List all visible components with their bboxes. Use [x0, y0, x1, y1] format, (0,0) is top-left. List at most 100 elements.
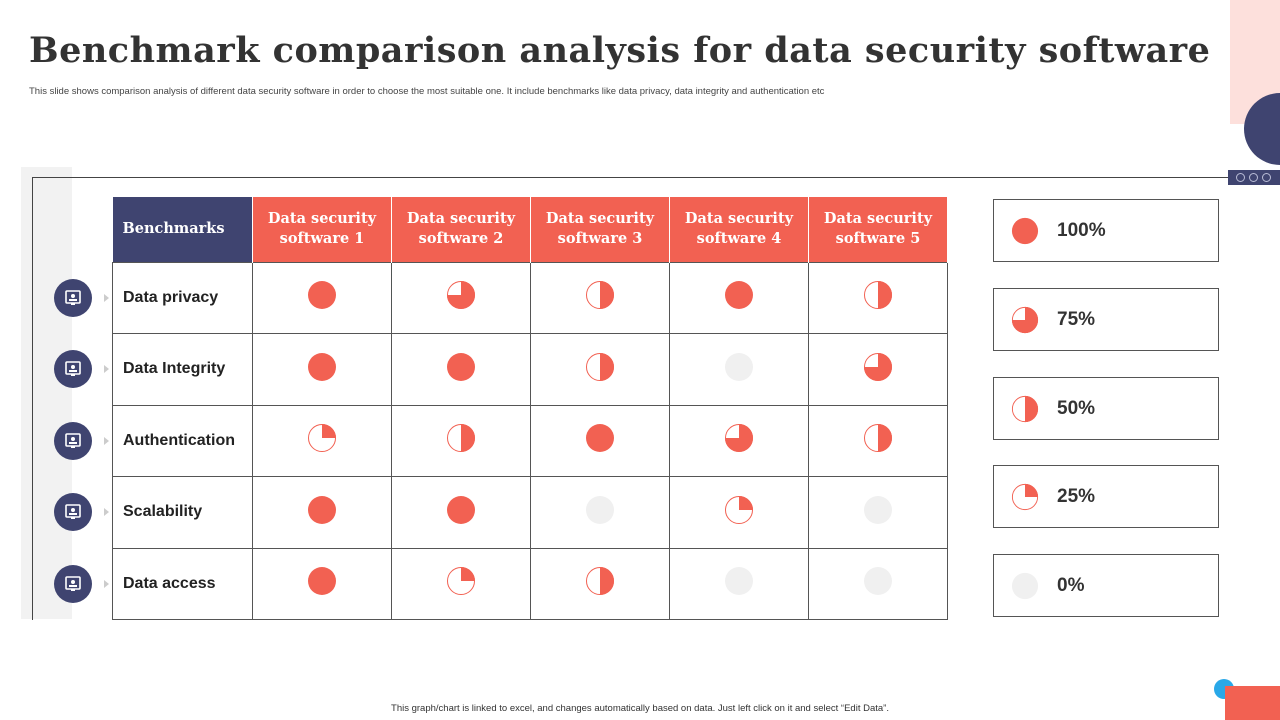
chevron-right-icon — [104, 365, 109, 373]
header-software-5: Data security software 5 — [808, 197, 948, 262]
rating-cell — [391, 333, 531, 406]
decor-red-block — [1225, 686, 1280, 720]
table-row: Data Integrity — [112, 333, 948, 406]
rating-cell — [252, 333, 392, 406]
page-subtitle: This slide shows comparison analysis of … — [29, 86, 825, 97]
rating-cell — [808, 476, 948, 549]
harvey-ball-icon — [307, 566, 337, 596]
rating-cell — [391, 404, 531, 477]
chevron-right-icon — [104, 437, 109, 445]
decor-dots-strip — [1228, 170, 1280, 185]
rating-cell — [669, 476, 809, 549]
table-row: Data access — [112, 547, 948, 620]
rating-cell — [252, 476, 392, 549]
rating-cell — [530, 404, 670, 477]
harvey-ball-icon — [446, 423, 476, 453]
harvey-ball-icon — [1011, 572, 1039, 600]
header-benchmarks: Benchmarks — [112, 197, 253, 262]
monitor-user-icon — [54, 565, 92, 603]
chevron-right-icon — [104, 294, 109, 302]
legend-item: 0% — [993, 554, 1219, 617]
legend-item: 50% — [993, 377, 1219, 440]
benchmark-table: Benchmarks Data security software 1 Data… — [112, 197, 948, 620]
rating-cell — [530, 476, 670, 549]
harvey-ball-icon — [585, 352, 615, 382]
rating-cell — [669, 333, 809, 406]
harvey-ball-icon — [446, 566, 476, 596]
rating-cell — [391, 476, 531, 549]
table-row: Data privacy — [112, 261, 948, 334]
table-row: Scalability — [112, 476, 948, 549]
harvey-ball-icon — [863, 352, 893, 382]
benchmark-label: Data Integrity — [112, 333, 253, 406]
benchmark-label: Data privacy — [112, 261, 253, 334]
rating-cell — [808, 404, 948, 477]
legend-item: 25% — [993, 465, 1219, 528]
header-software-4: Data security software 4 — [669, 197, 809, 262]
rating-cell — [252, 547, 392, 620]
harvey-ball-icon — [307, 495, 337, 525]
legend-label: 100% — [1057, 219, 1106, 241]
harvey-ball-icon — [1011, 483, 1039, 511]
page-title: Benchmark comparison analysis for data s… — [29, 30, 1211, 71]
harvey-ball-icon — [446, 352, 476, 382]
harvey-ball-icon — [585, 423, 615, 453]
harvey-ball-icon — [446, 280, 476, 310]
benchmark-label: Data access — [112, 547, 253, 620]
server-lock-icon — [54, 350, 92, 388]
decor-gray-band — [21, 167, 72, 619]
rating-cell — [808, 261, 948, 334]
harvey-ball-icon — [585, 495, 615, 525]
table-row: Authentication — [112, 404, 948, 477]
rating-cell — [530, 547, 670, 620]
rating-cell — [252, 261, 392, 334]
rating-cell — [530, 261, 670, 334]
rating-cell — [669, 547, 809, 620]
presentation-analytics-icon — [54, 279, 92, 317]
id-badge-phone-icon — [54, 422, 92, 460]
rating-cell — [391, 547, 531, 620]
legend-label: 50% — [1057, 397, 1096, 419]
harvey-ball-icon — [1011, 306, 1039, 334]
chevron-right-icon — [104, 580, 109, 588]
header-software-2: Data security software 2 — [391, 197, 531, 262]
harvey-ball-icon — [724, 495, 754, 525]
harvey-ball-icon — [724, 280, 754, 310]
rating-cell — [808, 333, 948, 406]
harvey-ball-icon — [724, 423, 754, 453]
benchmark-label: Scalability — [112, 476, 253, 549]
harvey-ball-icon — [863, 423, 893, 453]
divider — [32, 178, 33, 620]
rating-cell — [808, 547, 948, 620]
harvey-ball-icon — [307, 352, 337, 382]
harvey-ball-icon — [1011, 395, 1039, 423]
rating-cell — [252, 404, 392, 477]
cube-expand-icon — [54, 493, 92, 531]
harvey-ball-icon — [585, 566, 615, 596]
header-software-3: Data security software 3 — [530, 197, 670, 262]
rating-cell — [669, 261, 809, 334]
legend-label: 25% — [1057, 485, 1096, 507]
harvey-ball-icon — [446, 495, 476, 525]
harvey-ball-icon — [585, 280, 615, 310]
table-header-row: Benchmarks Data security software 1 Data… — [112, 197, 948, 262]
harvey-ball-icon — [724, 566, 754, 596]
harvey-ball-icon — [1011, 217, 1039, 245]
divider — [32, 177, 1228, 178]
rating-cell — [530, 333, 670, 406]
harvey-ball-icon — [724, 352, 754, 382]
harvey-ball-icon — [307, 423, 337, 453]
benchmark-label: Authentication — [112, 404, 253, 477]
harvey-ball-icon — [863, 495, 893, 525]
legend-item: 75% — [993, 288, 1219, 351]
legend-label: 0% — [1057, 574, 1085, 596]
legend-label: 75% — [1057, 308, 1096, 330]
footer-note: This graph/chart is linked to excel, and… — [391, 703, 889, 714]
chevron-right-icon — [104, 508, 109, 516]
harvey-ball-icon — [863, 566, 893, 596]
harvey-ball-icon — [863, 280, 893, 310]
header-software-1: Data security software 1 — [252, 197, 392, 262]
rating-cell — [391, 261, 531, 334]
rating-cell — [669, 404, 809, 477]
harvey-ball-icon — [307, 280, 337, 310]
